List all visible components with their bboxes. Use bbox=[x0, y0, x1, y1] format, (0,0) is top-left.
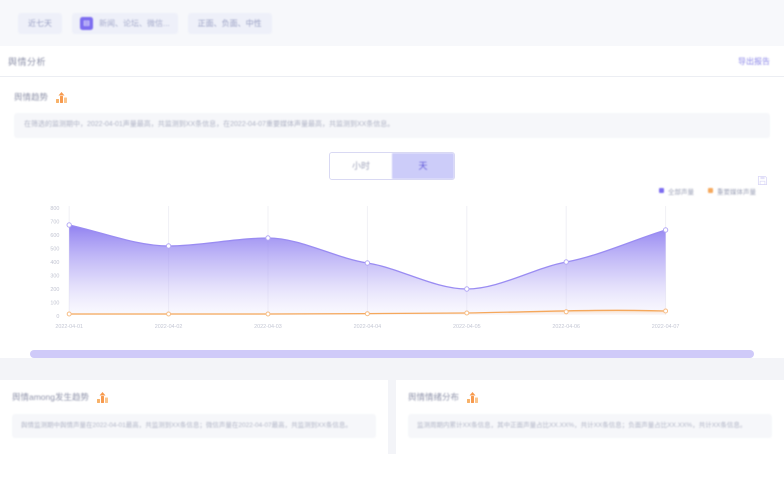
legend-swatch-icon bbox=[659, 188, 664, 193]
svg-text:2022-04-01: 2022-04-01 bbox=[55, 323, 83, 329]
bottom-cards: 舆情among发生趋势 舆情监测期中舆情声量在2022-04-01最高，共监测到… bbox=[0, 379, 784, 454]
series-area-key-media bbox=[69, 309, 666, 315]
legend-item-key-media[interactable]: 重要媒体声量 bbox=[708, 186, 756, 196]
filter-chip-label: 新闻、论坛、微信... bbox=[99, 18, 170, 28]
trend-summary-note: 在筛选的监测期中，2022-04-01声量最高，共监测到XX条信息，在2022-… bbox=[14, 113, 770, 138]
svg-text:500: 500 bbox=[50, 246, 59, 252]
filter-chip-sentiment[interactable]: 正面、负面、中性 bbox=[187, 12, 272, 34]
legend-label: 全部声量 bbox=[668, 188, 694, 196]
card-sentiment-distribution: 舆情情绪分布 监测周期内累计XX条信息，其中正面声量占比XX.XX%，共计XX条… bbox=[396, 379, 784, 454]
svg-text:2022-04-04: 2022-04-04 bbox=[354, 323, 382, 329]
granularity-toggle-wrap: 小时 天 bbox=[12, 151, 772, 180]
x-axis: 2022-04-01 2022-04-02 2022-04-03 2022-04… bbox=[55, 323, 679, 329]
filter-chip-label: 近七天 bbox=[28, 18, 52, 28]
save-image-icon[interactable] bbox=[757, 173, 768, 191]
card-header: 舆情情绪分布 bbox=[408, 391, 772, 403]
warning-chart-icon bbox=[55, 91, 68, 103]
page-title: 舆情分析 bbox=[8, 56, 47, 67]
series-points-key-media bbox=[66, 308, 669, 316]
svg-text:2022-04-03: 2022-04-03 bbox=[254, 323, 282, 329]
chart-range-slider[interactable] bbox=[30, 349, 754, 358]
svg-text:700: 700 bbox=[50, 219, 59, 225]
legend-item-total[interactable]: 全部声量 bbox=[659, 186, 694, 196]
svg-text:0: 0 bbox=[56, 313, 59, 319]
filter-chip-source[interactable]: ▤ 新闻、论坛、微信... bbox=[72, 12, 178, 34]
card-trend-distribution: 舆情among发生趋势 舆情监测期中舆情声量在2022-04-01最高，共监测到… bbox=[0, 379, 388, 454]
series-area-total bbox=[69, 224, 666, 315]
svg-text:200: 200 bbox=[50, 286, 59, 292]
export-report-link[interactable]: 导出报告 bbox=[738, 56, 770, 66]
header-divider bbox=[0, 76, 784, 77]
svg-text:400: 400 bbox=[50, 259, 59, 265]
filter-chip-date-range[interactable]: 近七天 bbox=[18, 12, 62, 34]
content-area: 舆情分析 导出报告 舆情趋势 在筛选的监测期中，2022-04-01声量最高，共… bbox=[0, 46, 784, 489]
toggle-option-day[interactable]: 天 bbox=[392, 152, 454, 179]
card-header: 舆情among发生趋势 bbox=[12, 391, 376, 403]
granularity-toggle[interactable]: 小时 天 bbox=[329, 151, 455, 180]
svg-text:600: 600 bbox=[50, 232, 59, 238]
section-gap bbox=[0, 357, 784, 380]
svg-text:2022-04-07: 2022-04-07 bbox=[652, 323, 680, 329]
warning-chart-icon bbox=[96, 391, 109, 403]
trend-section-header: 舆情趋势 bbox=[14, 91, 772, 103]
filter-chip-label: 正面、负面、中性 bbox=[197, 18, 262, 28]
trend-section-title: 舆情趋势 bbox=[14, 92, 49, 102]
warning-chart-icon bbox=[466, 391, 479, 403]
source-badge-icon: ▤ bbox=[80, 16, 93, 30]
card-summary-note: 舆情监测期中舆情声量在2022-04-01最高，共监测到XX条信息；微信声量在2… bbox=[12, 413, 376, 438]
card-summary-note: 监测周期内累计XX条信息，其中正面声量占比XX.XX%，共计XX条信息；负面声量… bbox=[408, 413, 772, 438]
filter-toolbar: 近七天 ▤ 新闻、论坛、微信... 正面、负面、中性 bbox=[0, 0, 784, 46]
svg-text:2022-04-05: 2022-04-05 bbox=[453, 323, 481, 329]
y-axis: 800 700 600 500 400 300 200 100 0 bbox=[50, 205, 59, 319]
trend-chart[interactable]: 800 700 600 500 400 300 200 100 0 bbox=[18, 200, 766, 340]
chart-legend: 全部声量 重要媒体声量 bbox=[12, 186, 772, 196]
toggle-option-hour[interactable]: 小时 bbox=[330, 152, 392, 179]
svg-text:2022-04-02: 2022-04-02 bbox=[155, 323, 183, 329]
svg-text:300: 300 bbox=[50, 273, 59, 279]
series-points-total bbox=[66, 221, 669, 292]
card-title: 舆情情绪分布 bbox=[408, 391, 460, 402]
legend-label: 重要媒体声量 bbox=[717, 188, 756, 196]
trend-chart-svg: 800 700 600 500 400 300 200 100 0 bbox=[50, 205, 679, 329]
svg-text:2022-04-06: 2022-04-06 bbox=[552, 323, 580, 329]
trend-card: 舆情趋势 在筛选的监测期中，2022-04-01声量最高，共监测到XX条信息，在… bbox=[0, 77, 784, 358]
svg-text:800: 800 bbox=[50, 205, 59, 211]
legend-swatch-icon bbox=[708, 188, 713, 193]
panel-header: 舆情分析 导出报告 bbox=[0, 46, 784, 76]
svg-text:100: 100 bbox=[50, 300, 59, 306]
card-title: 舆情among发生趋势 bbox=[12, 391, 89, 402]
